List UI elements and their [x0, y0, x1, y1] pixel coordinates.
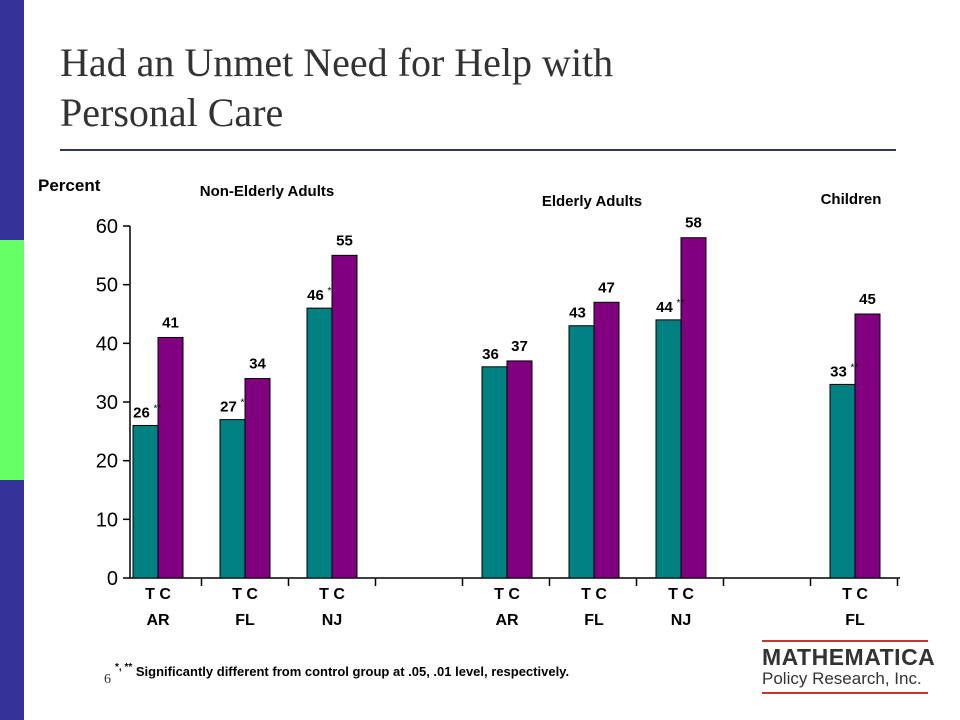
bar-c [593, 301, 620, 579]
significance-mark: * [241, 398, 245, 409]
significance-mark: ** [677, 298, 685, 309]
state-label: NJ [671, 612, 691, 629]
state-label: FL [235, 612, 255, 629]
data-label-c: 47 [598, 279, 615, 296]
bar-c [506, 360, 533, 579]
bar-c [854, 313, 881, 579]
data-label-t: 27 [220, 399, 237, 416]
data-label-c: 45 [859, 291, 876, 308]
data-label-t: 33 [830, 363, 847, 380]
bar-t [132, 424, 159, 579]
data-label-t: 46 [307, 287, 324, 304]
data-label-c: 58 [685, 215, 702, 232]
footnote: *, ** Significantly different from contr… [115, 662, 569, 679]
bar-t [655, 319, 682, 579]
title-rule [60, 149, 896, 151]
tc-label: T C [581, 586, 607, 603]
state-label: AR [146, 612, 170, 629]
title-line-1: Had an Unmet Need for Help with [60, 40, 614, 85]
group-label: Elderly Adults [542, 193, 642, 210]
tc-label: T C [842, 586, 868, 603]
data-label-c: 37 [511, 338, 528, 355]
significance-mark: * [328, 286, 332, 297]
bar-c [244, 378, 271, 579]
y-tick-label: 30 [96, 392, 118, 414]
bar-t [481, 366, 508, 579]
significance-mark: ** [154, 403, 162, 414]
state-label: NJ [322, 612, 342, 629]
logo-subtitle: Policy Research, Inc. [762, 669, 922, 688]
title-line-2: Personal Care [60, 90, 284, 135]
footnote-marks: *, ** [115, 662, 133, 673]
group-label: Children [821, 191, 882, 208]
logo-name: MATHEMATICA [762, 644, 936, 670]
bar-t [306, 307, 333, 579]
data-label-c: 55 [336, 232, 353, 249]
bar-c [157, 336, 184, 579]
logo-bottom-rule [762, 692, 928, 694]
logo-top-rule [762, 640, 928, 642]
tc-label: T C [319, 586, 345, 603]
bar-t [829, 383, 856, 579]
y-tick-label: 40 [96, 333, 118, 355]
tc-label: T C [668, 586, 694, 603]
y-axis-label: Percent [38, 176, 101, 195]
group-label: Non-Elderly Adults [200, 183, 334, 200]
bar-t [568, 325, 595, 579]
significance-mark: ** [851, 362, 859, 373]
bar-t [219, 419, 246, 579]
state-label: FL [584, 612, 604, 629]
y-tick-label: 50 [96, 275, 118, 297]
data-label-c: 34 [249, 356, 266, 373]
side-accent [0, 240, 24, 480]
tc-label: T C [494, 586, 520, 603]
y-tick-label: 60 [96, 216, 118, 238]
y-tick-label: 20 [96, 451, 118, 473]
company-logo: MATHEMATICA Policy Research, Inc. [762, 640, 936, 694]
state-label: FL [845, 612, 865, 629]
data-label-c: 41 [162, 314, 179, 331]
data-label-t: 44 [656, 299, 673, 316]
state-label: AR [495, 612, 519, 629]
slide-title: Had an Unmet Need for Help with Personal… [60, 38, 920, 138]
data-label-t: 43 [569, 305, 586, 322]
footnote-text: Significantly different from control gro… [132, 664, 570, 679]
y-tick-label: 0 [107, 568, 118, 590]
tc-label: T C [232, 586, 258, 603]
tc-label: T C [145, 586, 171, 603]
y-tick-label: 10 [96, 509, 118, 531]
page-number: 6 [104, 672, 111, 687]
data-label-t: 36 [482, 346, 499, 363]
bar-c [331, 254, 358, 579]
data-label-t: 26 [133, 404, 150, 421]
bar-c [680, 237, 707, 579]
